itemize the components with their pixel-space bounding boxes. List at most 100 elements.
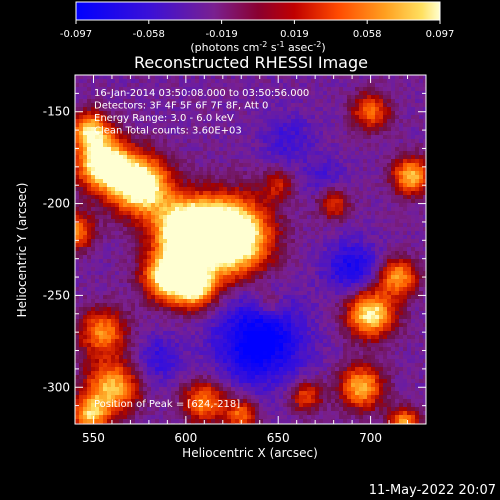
- heatmap-cell: [319, 143, 323, 147]
- heatmap-cell: [247, 135, 251, 139]
- heatmap-cell: [83, 115, 87, 119]
- heatmap-cell: [423, 75, 426, 79]
- heatmap-cell: [359, 99, 363, 103]
- heatmap-cell: [407, 179, 411, 183]
- heatmap-cell: [127, 127, 131, 131]
- heatmap-cell: [95, 99, 99, 103]
- heatmap-cell: [115, 259, 119, 263]
- heatmap-cell: [199, 255, 203, 259]
- heatmap-cell: [411, 87, 415, 91]
- heatmap-cell: [319, 171, 323, 175]
- heatmap-cell: [79, 175, 83, 179]
- heatmap-cell: [99, 155, 103, 159]
- heatmap-cell: [211, 235, 215, 239]
- heatmap-cell: [123, 143, 127, 147]
- heatmap-cell: [299, 155, 303, 159]
- heatmap-cell: [367, 271, 371, 275]
- heatmap-image: [75, 75, 426, 424]
- heatmap-cell: [403, 199, 407, 203]
- heatmap-cell: [171, 199, 175, 203]
- heatmap-cell: [79, 215, 83, 219]
- heatmap-cell: [99, 203, 103, 207]
- heatmap-cell: [235, 143, 239, 147]
- heatmap-cell: [111, 91, 115, 95]
- heatmap-cell: [123, 111, 127, 115]
- heatmap-cell: [243, 107, 247, 111]
- heatmap-cell: [79, 235, 83, 239]
- heatmap-cell: [127, 79, 131, 83]
- heatmap-cell: [91, 251, 95, 255]
- heatmap-cell: [115, 107, 119, 111]
- heatmap-cell: [195, 251, 199, 255]
- heatmap-cell: [171, 155, 175, 159]
- heatmap-cell: [299, 219, 303, 223]
- heatmap-cell: [151, 175, 155, 179]
- heatmap-cell: [303, 135, 307, 139]
- heatmap-cell: [219, 171, 223, 175]
- heatmap-cell: [115, 159, 119, 163]
- heatmap-cell: [279, 111, 283, 115]
- heatmap-cell: [103, 291, 107, 295]
- heatmap-cell: [359, 179, 363, 183]
- heatmap-cell: [99, 187, 103, 191]
- heatmap-cell: [123, 295, 127, 299]
- heatmap-cell: [263, 155, 267, 159]
- heatmap-cell: [83, 147, 87, 151]
- heatmap-cell: [219, 239, 223, 243]
- heatmap-cell: [339, 123, 343, 127]
- heatmap-cell: [343, 179, 347, 183]
- heatmap-cell: [311, 99, 315, 103]
- heatmap-cell: [83, 135, 87, 139]
- heatmap-cell: [275, 299, 279, 303]
- heatmap-cell: [91, 235, 95, 239]
- heatmap-cell: [391, 287, 395, 291]
- heatmap-cell: [299, 195, 303, 199]
- heatmap-cell: [387, 163, 391, 167]
- heatmap-cell: [211, 299, 215, 303]
- heatmap-cell: [75, 247, 79, 251]
- heatmap-cell: [107, 159, 111, 163]
- heatmap-cell: [391, 239, 395, 243]
- heatmap-cell: [195, 111, 199, 115]
- heatmap-cell: [255, 155, 259, 159]
- heatmap-cell: [231, 263, 235, 267]
- heatmap-cell: [295, 243, 299, 247]
- heatmap-cell: [307, 195, 311, 199]
- heatmap-cell: [191, 175, 195, 179]
- heatmap-cell: [219, 227, 223, 231]
- heatmap-cell: [219, 119, 223, 123]
- heatmap-cell: [267, 223, 271, 227]
- heatmap-cell: [279, 83, 283, 87]
- heatmap-cell: [179, 239, 183, 243]
- heatmap-cell: [311, 95, 315, 99]
- heatmap-cell: [111, 175, 115, 179]
- heatmap-cell: [75, 295, 79, 299]
- heatmap-cell: [335, 119, 339, 123]
- heatmap-cell: [331, 227, 335, 231]
- heatmap-cell: [155, 147, 159, 151]
- heatmap-cell: [171, 91, 175, 95]
- heatmap-cell: [279, 127, 283, 131]
- heatmap-cell: [411, 95, 415, 99]
- heatmap-cell: [403, 159, 407, 163]
- heatmap-cell: [219, 215, 223, 219]
- heatmap-cell: [183, 83, 187, 87]
- heatmap-cell: [423, 131, 426, 135]
- heatmap-cell: [287, 299, 291, 303]
- heatmap-cell: [191, 243, 195, 247]
- heatmap-cell: [139, 287, 143, 291]
- heatmap-cell: [371, 223, 375, 227]
- heatmap-cell: [223, 147, 227, 151]
- heatmap-cell: [215, 191, 219, 195]
- heatmap-cell: [223, 231, 227, 235]
- heatmap-cell: [283, 231, 287, 235]
- heatmap-cell: [231, 279, 235, 283]
- heatmap-cell: [239, 207, 243, 211]
- heatmap-cell: [155, 115, 159, 119]
- heatmap-cell: [207, 291, 211, 295]
- heatmap-cell: [155, 283, 159, 287]
- heatmap-cell: [347, 227, 351, 231]
- heatmap-cell: [355, 235, 359, 239]
- heatmap-cell: [243, 167, 247, 171]
- heatmap-cell: [139, 191, 143, 195]
